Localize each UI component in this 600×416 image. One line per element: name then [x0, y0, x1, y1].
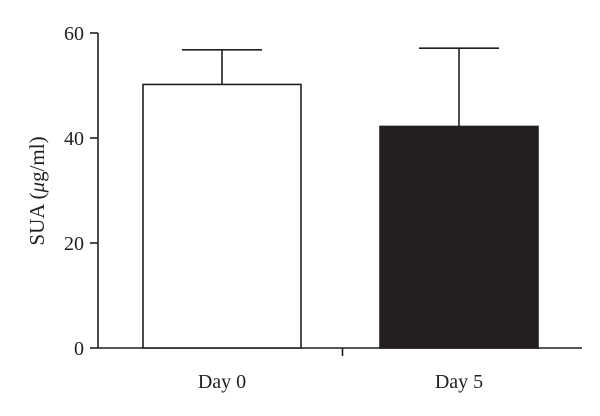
- y-axis-label-mu: μ: [25, 182, 49, 194]
- y-tick-label: 0: [74, 338, 84, 360]
- bars: [142, 83, 539, 349]
- x-axis: Day 0 Day 5: [98, 347, 582, 393]
- y-tick-label: 20: [64, 233, 84, 255]
- y-axis-label-prefix: SUA (: [25, 192, 49, 245]
- y-axis-label: SUA (μg/ml): [25, 136, 49, 245]
- error-bars: [182, 47, 499, 127]
- y-tick-label: 60: [64, 23, 84, 45]
- y-tick-label: 40: [64, 128, 84, 150]
- x-tick-label: Day 0: [198, 371, 246, 393]
- bar: [379, 125, 539, 349]
- bar: [142, 83, 302, 349]
- y-axis-label-suffix: g/ml): [25, 136, 49, 182]
- y-axis: 0 20 40 60: [64, 23, 99, 360]
- x-tick-label: Day 5: [435, 371, 483, 393]
